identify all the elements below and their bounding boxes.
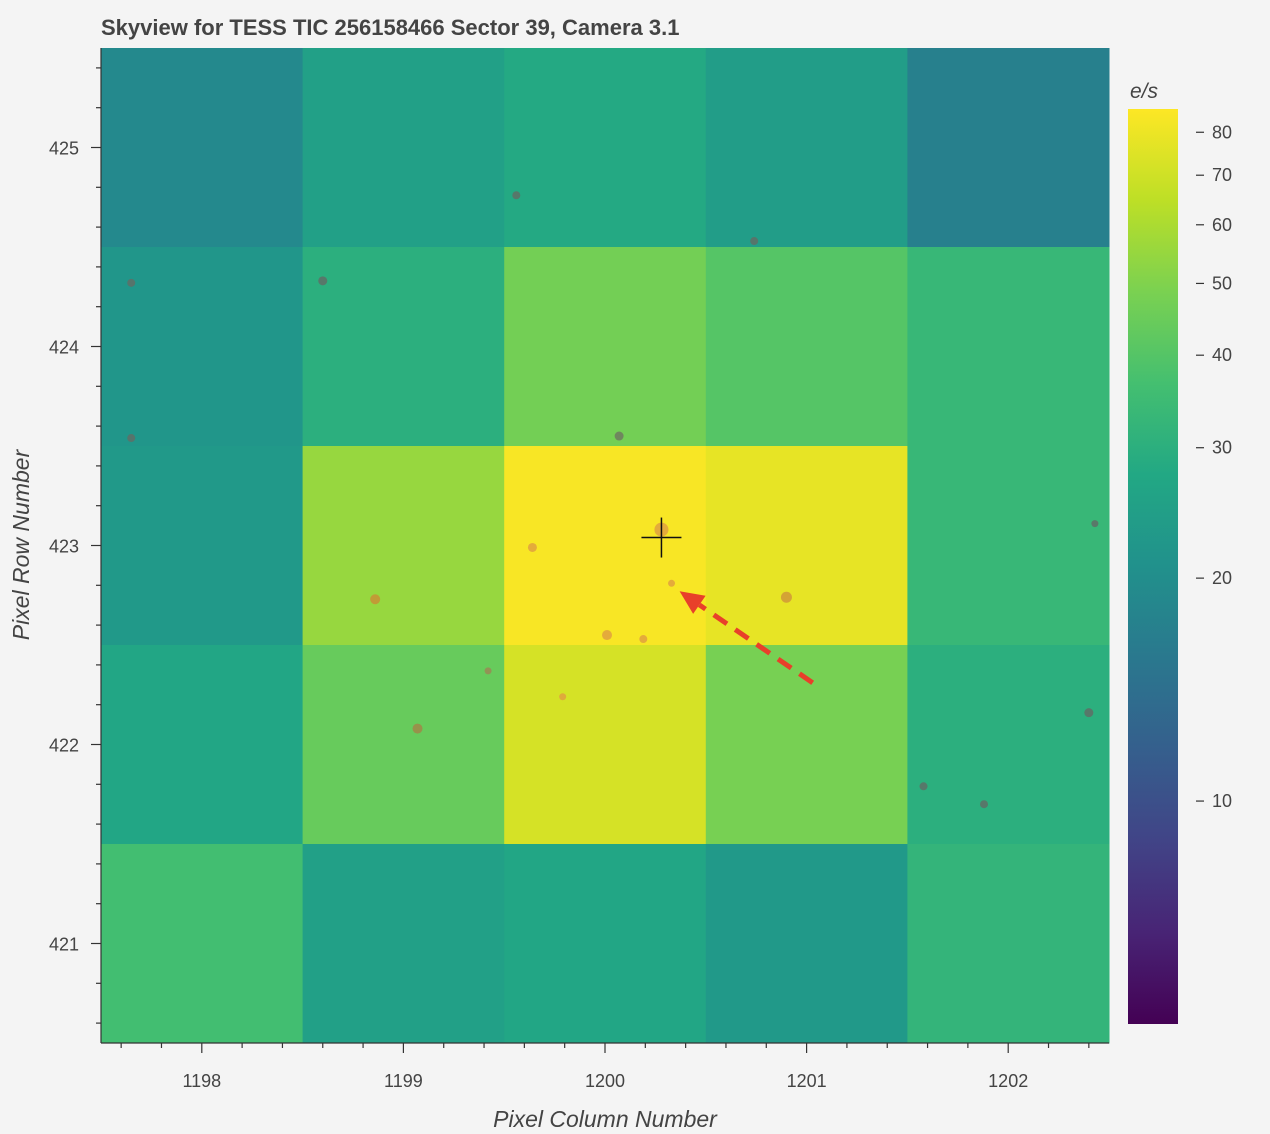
y-tick-label: 422 [49, 736, 79, 756]
heatmap-cell [101, 645, 304, 845]
colorbar-tick-label: 60 [1212, 215, 1232, 235]
heatmap-cell [302, 48, 505, 248]
heatmap-cell [101, 446, 304, 646]
source-marker [527, 542, 537, 552]
y-tick-label: 423 [49, 537, 79, 557]
colorbar-tick-label: 40 [1212, 345, 1232, 365]
heatmap-cell [705, 844, 908, 1044]
heatmap-cell [302, 844, 505, 1044]
arrow-shaft [697, 602, 815, 685]
heatmap-cell [101, 247, 304, 447]
heatmap-cell [705, 446, 908, 646]
heatmap-cell [907, 48, 1110, 248]
y-axis-label: Pixel Row Number [8, 448, 34, 640]
heatmap-cell [705, 247, 908, 447]
heatmap-cell [504, 48, 707, 248]
colorbar-tick-label: 30 [1212, 438, 1232, 458]
source-marker [668, 579, 676, 587]
colorbar: e/s 10 20 30 40 50 60 70 80 [1128, 80, 1232, 1024]
source-markers [127, 191, 1099, 809]
source-marker [602, 630, 613, 641]
x-tick-label: 1199 [384, 1071, 423, 1091]
heatmap-cell [907, 645, 1110, 845]
source-marker [614, 431, 624, 441]
heatmap-cell [302, 247, 505, 447]
heatmap-cell [907, 446, 1110, 646]
source-marker [127, 434, 136, 443]
source-marker [370, 594, 381, 605]
heatmap [101, 48, 1110, 1044]
heatmap-cell [504, 645, 707, 845]
colorbar-tick-label: 80 [1212, 122, 1232, 142]
heatmap-cell [302, 645, 505, 845]
heatmap-cell [907, 247, 1110, 447]
source-marker [559, 693, 567, 701]
arrow-head [679, 591, 706, 614]
heatmap-cell [101, 48, 304, 248]
colorbar-tick-label: 10 [1212, 791, 1232, 811]
x-tick-label: 1198 [182, 1071, 221, 1091]
x-axis-label: Pixel Column Number [493, 1106, 718, 1132]
y-tick-label: 424 [49, 338, 79, 358]
source-marker [639, 635, 648, 644]
source-marker [919, 782, 928, 791]
colorbar-tick-label: 50 [1212, 273, 1232, 293]
y-tick-label: 425 [49, 139, 79, 159]
source-marker [412, 723, 423, 734]
heatmap-cell [504, 446, 707, 646]
heatmap-cell [907, 844, 1110, 1044]
x-tick-label: 1201 [787, 1071, 827, 1091]
source-marker [780, 591, 792, 603]
colorbar-gradient [1128, 109, 1178, 1024]
heatmap-cell [101, 844, 304, 1044]
chart-title: Skyview for TESS TIC 256158466 Sector 39… [101, 15, 679, 40]
source-marker [512, 191, 521, 200]
source-marker [1091, 520, 1099, 528]
source-marker [484, 667, 492, 675]
annotation-arrow [679, 591, 815, 685]
x-tick-label: 1200 [585, 1071, 625, 1091]
source-marker [1084, 708, 1094, 718]
x-tick-label: 1202 [988, 1071, 1028, 1091]
colorbar-tick-label: 20 [1212, 568, 1232, 588]
source-marker [127, 278, 136, 287]
source-marker [318, 276, 328, 286]
axes: 1198 1199 1200 1201 1202 421 422 423 424 425 [49, 48, 1109, 1091]
heatmap-cell [504, 844, 707, 1044]
y-tick-label: 421 [49, 935, 79, 955]
heatmap-cell [705, 645, 908, 845]
heatmap-cell [302, 446, 505, 646]
heatmap-cell [504, 247, 707, 447]
target-crosshair [641, 517, 682, 558]
source-marker [750, 237, 759, 246]
heatmap-cell [705, 48, 908, 248]
source-marker [980, 800, 989, 809]
colorbar-label: e/s [1130, 80, 1159, 103]
colorbar-tick-label: 70 [1212, 165, 1232, 185]
